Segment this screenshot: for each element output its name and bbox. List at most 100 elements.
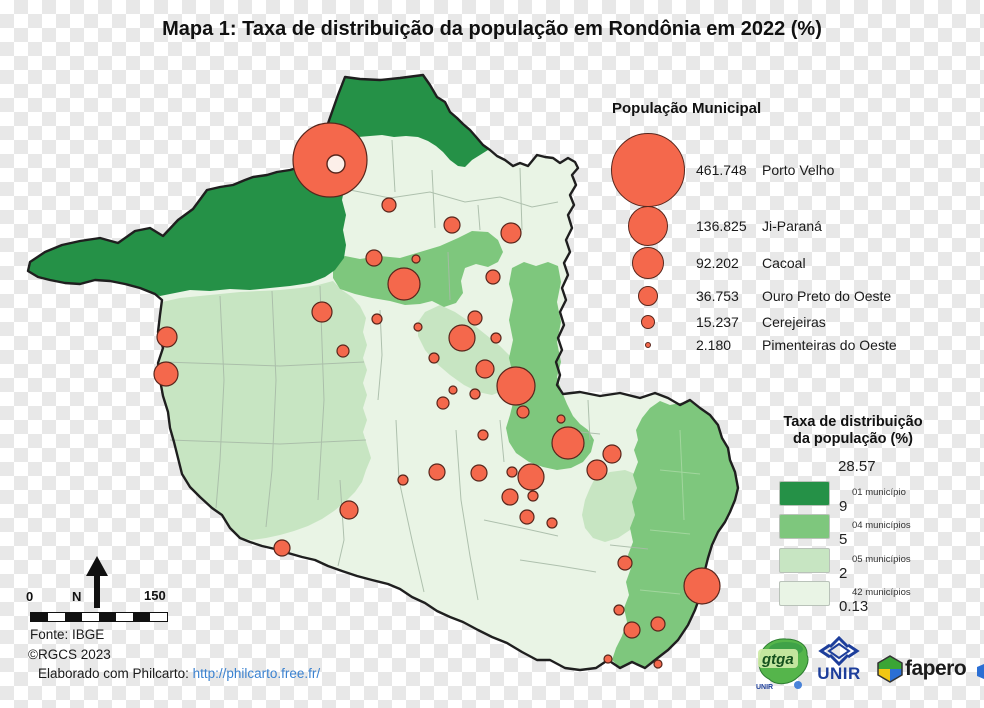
population-symbol bbox=[501, 488, 519, 506]
population-symbol bbox=[448, 324, 476, 352]
legend-circle bbox=[638, 286, 658, 306]
philcarto-link[interactable]: http://philcarto.free.fr/ bbox=[192, 666, 321, 681]
legend-circle bbox=[645, 342, 651, 348]
rate-legend-max-value: 28.57 bbox=[838, 458, 876, 475]
choropleth-light-center bbox=[418, 305, 520, 395]
population-symbols bbox=[153, 122, 721, 669]
population-symbol bbox=[485, 269, 501, 285]
legend-population-value: 36.753 bbox=[696, 288, 739, 304]
legend-municipality-name: Cacoal bbox=[762, 255, 806, 271]
rate-class-boundary-value: 9 bbox=[839, 498, 848, 515]
rate-legend-title-line1: Taxa de distribuição bbox=[783, 414, 923, 430]
map-title: Mapa 1: Taxa de distribuição da populaçã… bbox=[162, 18, 822, 40]
rate-class-boundary-value: 2 bbox=[839, 565, 848, 582]
copyright-credit: ©RGCS 2023 bbox=[28, 647, 111, 662]
population-symbol bbox=[153, 361, 179, 387]
population-symbol bbox=[602, 444, 622, 464]
legend-circle bbox=[628, 206, 668, 246]
population-symbol bbox=[371, 313, 383, 325]
population-symbol bbox=[469, 388, 481, 400]
fapero-logo-text: fapero bbox=[905, 657, 967, 680]
rate-class-swatch bbox=[779, 548, 830, 573]
population-symbol bbox=[156, 326, 178, 348]
population-symbol bbox=[475, 359, 495, 379]
municipal-borders bbox=[163, 139, 649, 601]
scale-end-label: 150 bbox=[144, 588, 166, 603]
population-legend-title: População Municipal bbox=[612, 100, 762, 117]
population-symbol bbox=[623, 621, 641, 639]
population-symbol bbox=[436, 396, 450, 410]
gtga-logo: gtga UNIR bbox=[756, 638, 809, 691]
rate-class-swatch bbox=[779, 581, 830, 606]
rate-class-swatch bbox=[779, 514, 830, 539]
legend-municipality-name: Ouro Preto do Oeste bbox=[762, 288, 892, 304]
population-symbol bbox=[273, 539, 291, 557]
legend-municipality-name: Ji-Paraná bbox=[762, 218, 822, 234]
north-arrow-icon bbox=[86, 556, 108, 608]
population-symbol bbox=[546, 517, 558, 529]
population-symbol bbox=[443, 216, 461, 234]
made-with-label: Elaborado com Philcarto: bbox=[38, 666, 193, 681]
choropleth-medium-north bbox=[333, 231, 503, 307]
choropleth-light-sw bbox=[158, 281, 371, 540]
population-symbol bbox=[617, 555, 633, 571]
population-symbol bbox=[470, 464, 488, 482]
rate-legend-title: Taxa de distribuição da população (%) bbox=[768, 414, 938, 448]
population-symbol bbox=[336, 344, 350, 358]
legend-municipality-name: Porto Velho bbox=[762, 162, 835, 178]
rate-class-boundary-value: 5 bbox=[839, 531, 848, 548]
population-symbol bbox=[411, 254, 421, 264]
population-symbol bbox=[500, 222, 522, 244]
municipal-borders-east bbox=[639, 429, 701, 595]
population-symbol bbox=[650, 616, 666, 632]
choropleth-medium-band bbox=[506, 262, 594, 470]
population-symbol bbox=[527, 490, 539, 502]
rate-legend-title-line2: da população (%) bbox=[792, 431, 914, 447]
gtga-logo-text: gtga bbox=[761, 651, 794, 668]
population-symbol bbox=[467, 310, 483, 326]
rate-class-count-label: 01 município bbox=[852, 487, 906, 498]
population-symbol bbox=[448, 385, 458, 395]
choropleth-dark-portovelho bbox=[28, 75, 488, 296]
population-symbol bbox=[603, 654, 613, 664]
population-symbol bbox=[517, 463, 545, 491]
legend-population-value: 461.748 bbox=[696, 162, 747, 178]
population-symbol bbox=[339, 500, 359, 520]
made-with-credit: Elaborado com Philcarto: http://philcart… bbox=[38, 666, 320, 681]
unir-logo-text: UNIR bbox=[817, 664, 861, 683]
population-symbol-outline bbox=[326, 154, 346, 174]
rate-class-count-label: 42 municípios bbox=[852, 587, 911, 598]
population-symbol bbox=[496, 366, 536, 406]
legend-population-value: 136.825 bbox=[696, 218, 747, 234]
legend-population-value: 92.202 bbox=[696, 255, 739, 271]
rate-class-count-label: 05 municípios bbox=[852, 554, 911, 565]
population-symbol bbox=[381, 197, 397, 213]
population-symbol bbox=[387, 267, 421, 301]
legend-population-value: 2.180 bbox=[696, 337, 732, 353]
cropped-logo-fragment bbox=[977, 664, 984, 679]
population-symbol bbox=[428, 463, 446, 481]
population-symbol bbox=[683, 567, 721, 605]
rate-class-swatch bbox=[779, 481, 830, 506]
choropleth-medium-east bbox=[612, 401, 738, 668]
north-label: N bbox=[72, 589, 82, 604]
legend-circle bbox=[632, 247, 664, 279]
population-symbol bbox=[477, 429, 489, 441]
population-symbol bbox=[556, 414, 566, 424]
gtga-sub-text: UNIR bbox=[756, 684, 773, 691]
population-symbol bbox=[613, 604, 625, 616]
population-symbol bbox=[365, 249, 383, 267]
population-symbol bbox=[413, 322, 423, 332]
population-symbol bbox=[586, 459, 608, 481]
source-credit: Fonte: IBGE bbox=[30, 627, 105, 642]
population-symbol bbox=[516, 405, 530, 419]
population-symbol bbox=[519, 509, 535, 525]
legend-circle bbox=[641, 315, 655, 329]
population-symbol bbox=[397, 474, 409, 486]
scale-bar bbox=[30, 612, 168, 622]
legend-municipality-name: Pimenteiras do Oeste bbox=[762, 337, 897, 353]
rate-class-boundary-value: 0.13 bbox=[839, 598, 869, 615]
scale-start-label: 0 bbox=[26, 589, 34, 604]
